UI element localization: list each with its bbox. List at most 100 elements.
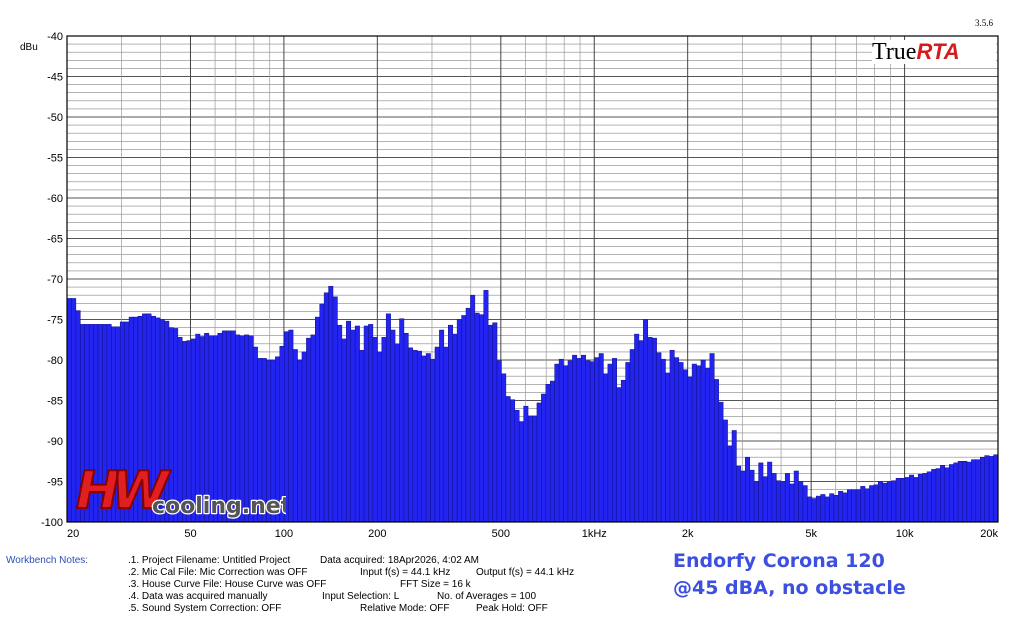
spectrum-bar <box>448 324 453 523</box>
spectrum-bar <box>913 477 919 523</box>
note-system-correction: .5. Sound System Correction: OFF <box>128 603 282 614</box>
y-tick-label: -60 <box>47 193 63 205</box>
spectrum-bar <box>656 352 662 523</box>
spectrum-bar <box>425 353 431 523</box>
spectrum-bar <box>891 480 897 523</box>
spectrum-bar <box>607 363 613 523</box>
spectrum-bars <box>66 286 999 523</box>
spectrum-bar <box>922 473 928 523</box>
spectrum-bar <box>581 354 586 523</box>
spectrum-bar <box>988 456 994 523</box>
note-relative-mode: Relative Mode: OFF <box>360 603 450 614</box>
spectrum-bar <box>332 296 338 523</box>
spectrum-bar <box>527 415 533 523</box>
spectrum-bar <box>416 350 422 523</box>
spectrum-bar <box>452 333 458 523</box>
spectrum-bar <box>394 343 400 523</box>
spectrum-bar <box>301 351 307 523</box>
spectrum-bar <box>408 347 414 523</box>
note-fft-size: FFT Size = 16 k <box>400 579 471 590</box>
spectrum-bar <box>439 329 445 523</box>
watermark-text-fill: cooling.net <box>152 494 286 519</box>
spectrum-bar <box>966 461 972 523</box>
spectrum-bar <box>492 322 498 523</box>
y-tick-label: -75 <box>47 315 63 327</box>
spectrum-bar <box>860 486 866 523</box>
spectrum-bar <box>315 316 320 523</box>
spectrum-bar <box>385 313 391 523</box>
y-tick-label: -55 <box>47 153 63 165</box>
spectrum-bar <box>372 337 378 523</box>
spectrum-bar <box>780 481 786 523</box>
y-tick-label: -100 <box>41 517 63 529</box>
spectrum-bar <box>572 354 578 523</box>
spectrum-bar <box>541 393 547 523</box>
spectrum-bar <box>647 337 653 523</box>
spectrum-bar <box>443 346 449 523</box>
spectrum-bar <box>740 470 746 523</box>
spectrum-bar <box>944 467 950 523</box>
spectrum-bar <box>523 405 529 523</box>
y-tick-label: -70 <box>47 274 63 286</box>
spectrum-bar <box>487 324 493 523</box>
spectrum-bar <box>501 373 507 523</box>
caption-line-1: Endorfy Corona 120 <box>673 550 885 572</box>
spectrum-bar <box>873 484 879 523</box>
spectrum-bar <box>984 455 990 523</box>
spectrum-bar <box>731 430 737 523</box>
spectrum-bar <box>567 360 573 523</box>
spectrum-bar <box>669 350 675 523</box>
spectrum-bar <box>651 337 657 523</box>
plot-border <box>66 35 999 523</box>
spectrum-bar <box>749 469 755 523</box>
spectrum-bar <box>470 294 476 523</box>
spectrum-bar <box>696 365 702 523</box>
spectrum-bar <box>971 459 977 523</box>
spectrum-bar <box>341 338 347 523</box>
spectrum-bar <box>483 290 489 523</box>
spectrum-bar <box>585 360 591 523</box>
spectrum-bar <box>948 464 954 523</box>
spectrum-bar <box>505 396 511 523</box>
spectrum-bar <box>776 480 782 523</box>
y-tick-label: -80 <box>47 355 63 367</box>
spectrum-bar <box>904 477 910 523</box>
spectrum-bar <box>660 358 666 523</box>
spectrum-bar <box>359 350 365 523</box>
spectrum-bar <box>931 469 937 523</box>
spectrum-bar <box>975 459 981 523</box>
spectrum-bar <box>616 387 622 523</box>
spectrum-bar <box>722 419 728 523</box>
x-tick-label: 50 <box>184 528 196 540</box>
spectrum-bar <box>842 492 848 523</box>
spectrum-bar <box>962 461 968 523</box>
spectrum-bar <box>957 461 963 523</box>
spectrum-bar <box>909 474 915 523</box>
spectrum-bar <box>558 358 564 523</box>
spectrum-bar <box>869 485 875 523</box>
spectrum-bar <box>496 360 502 523</box>
spectrum-bar <box>851 489 857 523</box>
spectrum-bar <box>403 333 409 523</box>
spectrum-bar <box>838 490 844 523</box>
spectrum-bar <box>328 286 334 523</box>
spectrum-bar <box>709 353 715 523</box>
spectrum-bar <box>900 478 906 523</box>
spectrum-bar <box>847 489 852 523</box>
spectrum-bar <box>288 329 294 523</box>
spectrum-bar <box>368 324 374 523</box>
spectrum-bar <box>518 421 524 523</box>
spectrum-bar <box>917 473 923 523</box>
spectrum-bar <box>629 349 635 523</box>
x-tick-label: 20 <box>67 528 79 540</box>
spectrum-bar <box>554 363 560 523</box>
spectrum-bar <box>736 465 742 523</box>
spectrum-bar <box>620 380 626 523</box>
spectrum-bar <box>798 481 804 523</box>
spectrum-bar <box>589 361 595 523</box>
caption-line-2: @45 dBA, no obstacle <box>673 577 906 599</box>
spectrum-bar <box>718 401 724 523</box>
spectrum-bar <box>714 379 719 523</box>
spectrum-bar <box>612 358 617 523</box>
x-tick-label: 200 <box>368 528 386 540</box>
